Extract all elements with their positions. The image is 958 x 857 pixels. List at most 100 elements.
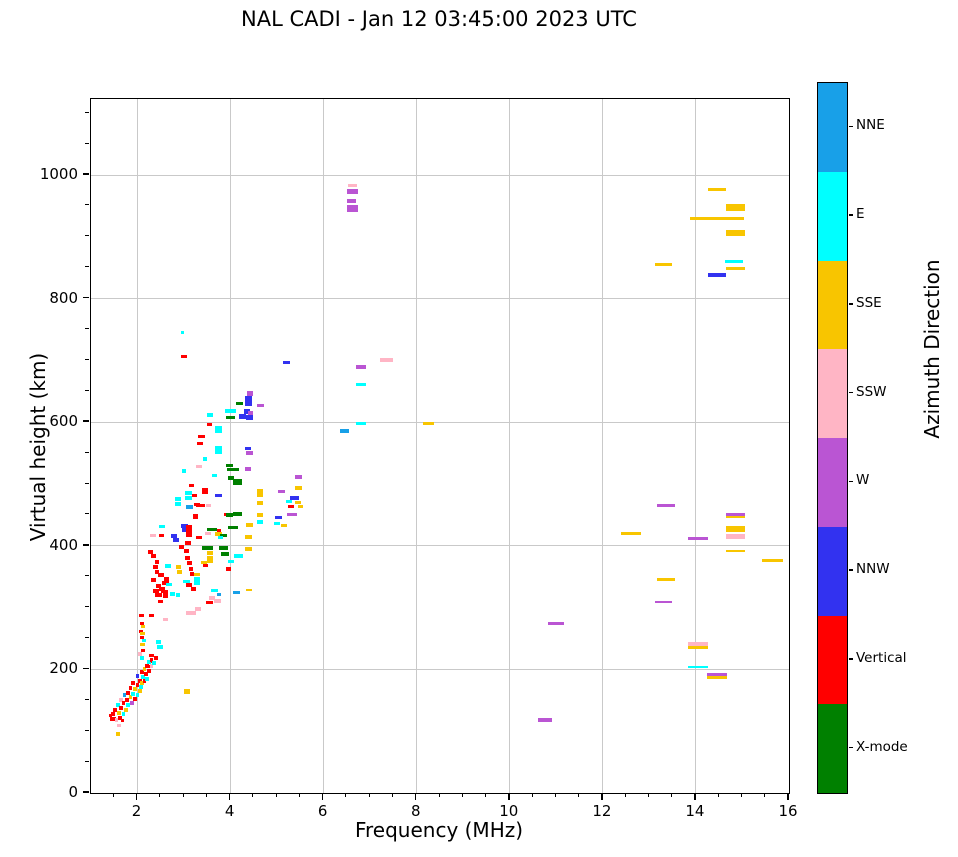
echo-point [422, 421, 434, 425]
echo-point [188, 484, 195, 488]
echo-point [654, 601, 673, 604]
echo-point [133, 687, 138, 692]
echo-point [170, 533, 177, 538]
echo-point [128, 695, 133, 700]
echo-point [139, 629, 144, 633]
echo-point [140, 635, 145, 639]
echo-point [215, 450, 222, 455]
y-axis-minor-tick [85, 266, 89, 268]
echo-point [726, 513, 745, 517]
colorbar-tick [849, 658, 853, 660]
x-axis-minor-tick [252, 793, 254, 797]
x-axis-minor-tick [531, 793, 533, 797]
echo-point [654, 262, 673, 266]
x-tick-label: 10 [499, 802, 519, 820]
echo-point [244, 400, 252, 406]
echo-point [133, 697, 138, 702]
echo-point [232, 479, 243, 486]
echo-point [159, 534, 165, 538]
x-axis-tick [787, 793, 789, 800]
echo-point [149, 654, 154, 658]
colorbar-segment [818, 704, 847, 793]
gridline-horizontal [91, 668, 789, 670]
colorbar-category-label: X-mode [856, 738, 908, 755]
echo-point [139, 684, 144, 689]
y-axis-minor-tick [85, 142, 89, 144]
echo-point [182, 579, 190, 583]
colorbar-tick [849, 746, 853, 749]
echo-point [225, 409, 236, 414]
colorbar-category-label: NNW [856, 561, 890, 578]
echo-point [125, 698, 130, 703]
echo-point [202, 457, 208, 462]
echo-point [202, 487, 208, 494]
colorbar-segment [818, 83, 847, 172]
colorbar-tick [849, 569, 853, 571]
echo-point [725, 526, 746, 533]
gridline-horizontal [91, 421, 789, 423]
echo-point [220, 551, 230, 556]
x-axis-minor-tick [461, 793, 463, 797]
echo-point [294, 486, 303, 491]
x-tick-label: 2 [131, 802, 142, 820]
gridline-horizontal [91, 174, 789, 176]
echo-point [725, 260, 743, 264]
echo-point [256, 500, 263, 505]
echo-point [181, 355, 188, 359]
echo-point [244, 396, 252, 402]
echo-point [274, 516, 282, 520]
colorbar-category-label: SSE [856, 294, 882, 311]
y-axis-minor-tick [85, 358, 89, 360]
colorbar-category-label: W [856, 472, 870, 489]
echo-point [688, 641, 709, 647]
colorbar-category-label: E [856, 206, 865, 223]
echo-point [725, 230, 746, 237]
echo-point [226, 467, 240, 471]
echo-point [158, 573, 164, 578]
colorbar-category-label: Vertical [856, 649, 907, 666]
echo-point [356, 421, 366, 425]
echo-point [188, 567, 194, 572]
x-tick-label: 8 [410, 802, 421, 820]
echo-point [282, 360, 290, 364]
echo-point [206, 600, 213, 604]
x-tick-label: 4 [224, 802, 235, 820]
x-axis-minor-tick [647, 793, 649, 797]
colorbar-segment [818, 171, 847, 261]
x-axis-minor-tick [554, 793, 556, 797]
echo-point [158, 587, 165, 592]
echo-point [189, 572, 195, 577]
echo-point [163, 617, 168, 621]
echo-point [205, 504, 211, 508]
y-axis-minor-tick [85, 451, 89, 453]
echo-point [206, 412, 213, 417]
y-tick-label: 200 [49, 659, 78, 678]
echo-point [148, 613, 155, 617]
echo-point [180, 524, 188, 529]
echo-point [548, 621, 565, 625]
echo-point [278, 489, 286, 493]
echo-point [147, 668, 152, 673]
echo-point [151, 554, 157, 559]
colorbar-segment [818, 526, 847, 616]
y-tick-label: 1000 [39, 165, 78, 183]
echo-point [135, 673, 140, 678]
colorbar-category-label: NNE [856, 117, 885, 134]
echo-point [201, 560, 208, 564]
echo-point [117, 710, 121, 715]
y-axis-minor-tick [85, 606, 89, 608]
x-axis-tick [414, 793, 417, 800]
echo-point [135, 682, 140, 687]
echo-point [281, 523, 287, 527]
echo-point [115, 732, 121, 737]
gridline-vertical [137, 99, 139, 793]
echo-point [131, 692, 135, 697]
echo-point [220, 533, 228, 537]
echo-point [243, 408, 250, 414]
echo-point [185, 610, 197, 615]
echo-point [187, 561, 192, 566]
y-axis-tick [82, 791, 89, 793]
y-axis-minor-tick [85, 328, 89, 329]
y-tick-label: 800 [49, 288, 78, 307]
